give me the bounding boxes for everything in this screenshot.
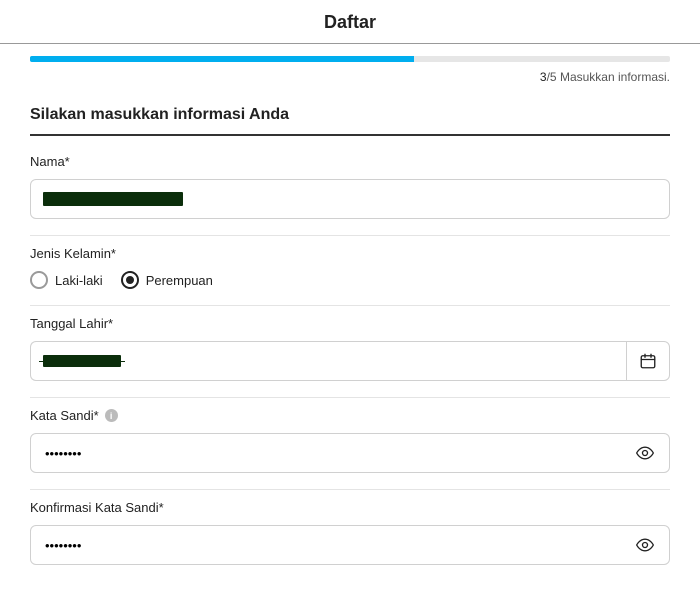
form-area: Silakan masukkan informasi Anda Nama* Je… xyxy=(0,106,700,581)
password-label-row: Kata Sandi* i xyxy=(30,408,670,423)
toggle-password-visibility[interactable] xyxy=(633,443,657,463)
eye-icon xyxy=(635,535,655,555)
gender-female-label: Perempuan xyxy=(146,273,213,288)
gender-radio-male[interactable]: Laki-laki xyxy=(30,271,103,289)
radio-icon xyxy=(30,271,48,289)
progress-label: Masukkan informasi. xyxy=(560,70,670,84)
confirm-input-wrap[interactable] xyxy=(30,525,670,565)
calendar-icon xyxy=(639,352,657,370)
name-value-redacted xyxy=(43,192,183,206)
progress-fill xyxy=(30,56,414,62)
dob-input-wrap[interactable] xyxy=(30,341,626,381)
field-password: Kata Sandi* i xyxy=(30,408,670,490)
password-input-wrap[interactable] xyxy=(30,433,670,473)
progress-track xyxy=(30,56,670,62)
field-gender: Jenis Kelamin* Laki-laki Perempuan xyxy=(30,246,670,306)
radio-dot-icon xyxy=(126,276,134,284)
name-label: Nama* xyxy=(30,154,670,169)
password-input[interactable] xyxy=(43,434,633,472)
progress-current: 3 xyxy=(540,70,547,84)
progress-bar-container xyxy=(30,56,670,62)
field-confirm: Konfirmasi Kata Sandi* xyxy=(30,500,670,581)
page-header: Daftar xyxy=(0,0,700,44)
dob-label: Tanggal Lahir* xyxy=(30,316,670,331)
field-dob: Tanggal Lahir* xyxy=(30,316,670,398)
info-icon[interactable]: i xyxy=(105,409,118,422)
gender-label: Jenis Kelamin* xyxy=(30,246,670,261)
confirm-input[interactable] xyxy=(43,526,633,564)
radio-icon xyxy=(121,271,139,289)
progress-total: /5 xyxy=(547,70,557,84)
name-input-wrap[interactable] xyxy=(30,179,670,219)
gender-male-label: Laki-laki xyxy=(55,273,103,288)
section-title: Silakan masukkan informasi Anda xyxy=(30,106,670,124)
password-label: Kata Sandi* xyxy=(30,408,99,423)
page-title: Daftar xyxy=(0,12,700,33)
gender-radio-group: Laki-laki Perempuan xyxy=(30,271,670,289)
dob-value-redacted xyxy=(43,355,121,367)
confirm-label: Konfirmasi Kata Sandi* xyxy=(30,500,670,515)
calendar-button[interactable] xyxy=(626,341,670,381)
eye-icon xyxy=(635,443,655,463)
section-divider xyxy=(30,134,670,136)
toggle-confirm-visibility[interactable] xyxy=(633,535,657,555)
gender-radio-female[interactable]: Perempuan xyxy=(121,271,213,289)
progress-step-text: 3/5 Masukkan informasi. xyxy=(30,70,670,84)
field-name: Nama* xyxy=(30,154,670,236)
